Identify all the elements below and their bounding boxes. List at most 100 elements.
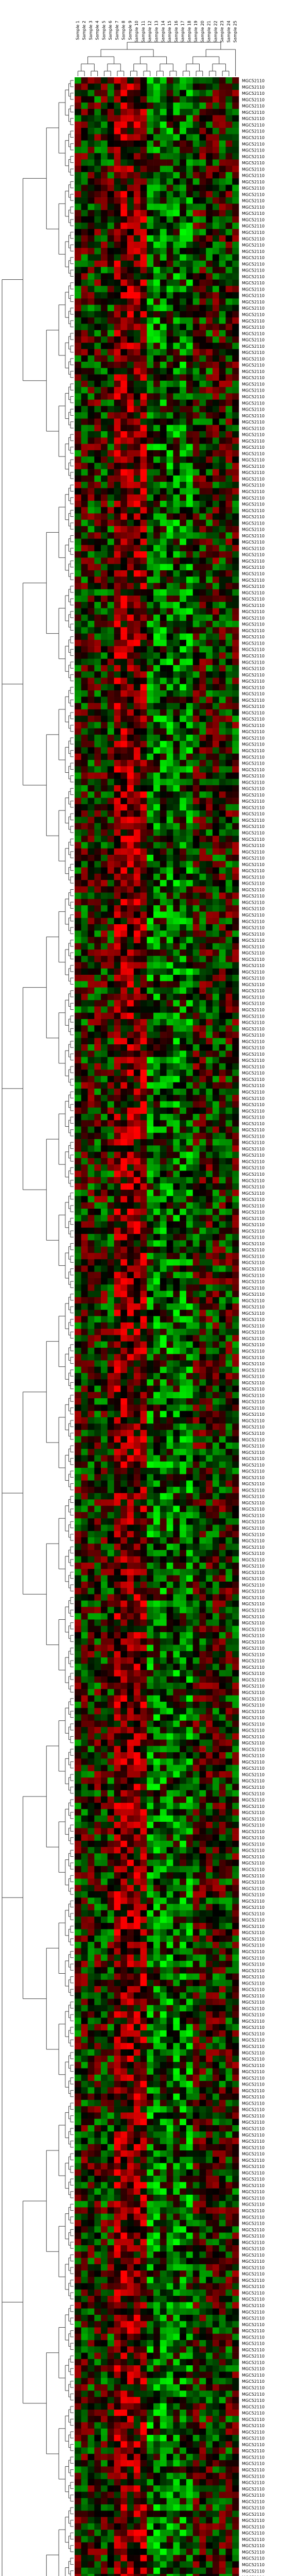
heatmap-cell	[81, 405, 88, 413]
heatmap-cell	[232, 981, 239, 988]
heatmap-cell	[114, 753, 121, 760]
heatmap-cell	[120, 349, 128, 356]
heatmap-cell	[127, 759, 134, 767]
heatmap-cell	[153, 463, 161, 469]
heatmap-cell	[133, 937, 140, 944]
heatmap-cell	[140, 405, 147, 413]
heatmap-cell	[232, 191, 239, 198]
heatmap-cell	[140, 633, 147, 640]
heatmap-cell	[160, 880, 167, 887]
heatmap-cell	[75, 652, 82, 659]
heatmap-cell	[219, 349, 226, 356]
heatmap-cell	[232, 918, 239, 925]
heatmap-cell	[186, 128, 193, 134]
heatmap-cell	[212, 810, 220, 817]
heatmap-cell	[140, 153, 147, 160]
heatmap-cell	[180, 596, 187, 602]
heatmap-cell	[166, 197, 173, 204]
heatmap-cell	[81, 962, 88, 969]
heatmap-cell	[75, 103, 82, 109]
heatmap-cell	[199, 77, 206, 84]
heatmap-cell	[232, 241, 239, 248]
heatmap-cell	[127, 810, 134, 817]
heatmap-cell	[120, 482, 128, 488]
heatmap-cell	[81, 943, 88, 950]
heatmap-cell	[75, 557, 82, 564]
heatmap-cell	[186, 823, 193, 830]
heatmap-cell	[199, 431, 206, 438]
heatmap-cell	[75, 165, 82, 173]
heatmap-cell	[127, 475, 134, 482]
heatmap-cell	[75, 627, 82, 634]
heatmap-cell	[212, 380, 220, 387]
heatmap-cell	[75, 374, 82, 381]
heatmap-cell	[133, 197, 140, 204]
heatmap-cell	[212, 557, 220, 564]
heatmap-cell	[140, 399, 147, 406]
heatmap-cell	[75, 317, 82, 324]
heatmap-cell	[140, 759, 147, 767]
heatmap-cell	[81, 1000, 88, 1007]
heatmap-cell	[107, 589, 114, 596]
heatmap-cell	[173, 950, 180, 956]
heatmap-cell	[192, 254, 200, 261]
heatmap-cell	[94, 197, 101, 204]
heatmap-cell	[87, 551, 95, 558]
heatmap-cell	[199, 975, 206, 981]
heatmap-cell	[206, 399, 213, 406]
heatmap-cell	[225, 159, 233, 166]
heatmap-cell	[140, 128, 147, 134]
heatmap-cell	[133, 545, 140, 552]
heatmap-cell	[160, 349, 167, 356]
heatmap-cell	[186, 817, 193, 823]
heatmap-cell	[153, 412, 161, 419]
heatmap-cell	[232, 431, 239, 438]
heatmap-cell	[87, 658, 95, 666]
heatmap-cell	[153, 216, 161, 223]
heatmap-cell	[147, 791, 154, 798]
heatmap-cell	[166, 817, 173, 823]
heatmap-cell	[166, 355, 173, 362]
heatmap-cell	[192, 273, 200, 280]
heatmap-cell	[225, 690, 233, 697]
heatmap-cell	[107, 538, 114, 546]
heatmap-cell	[206, 431, 213, 438]
heatmap-cell	[219, 235, 226, 242]
heatmap-cell	[87, 728, 95, 735]
heatmap-cell	[153, 425, 161, 432]
heatmap-cell	[94, 975, 101, 981]
heatmap-cell	[75, 153, 82, 160]
heatmap-cell	[212, 153, 220, 160]
heatmap-cell	[180, 697, 187, 703]
heatmap-cell	[147, 317, 154, 324]
heatmap-cell	[101, 924, 108, 931]
heatmap-cell	[206, 703, 213, 710]
heatmap-cell	[199, 564, 206, 571]
heatmap-cell	[140, 469, 147, 476]
heatmap-cell	[199, 1000, 206, 1007]
heatmap-cell	[160, 747, 167, 754]
heatmap-cell	[192, 241, 200, 248]
heatmap-cell	[186, 317, 193, 324]
heatmap-cell	[153, 968, 161, 975]
heatmap-cell	[101, 798, 108, 805]
heatmap-cell	[107, 778, 114, 786]
heatmap-cell	[192, 608, 200, 615]
heatmap-cell	[94, 924, 101, 931]
heatmap-cell	[87, 191, 95, 198]
heatmap-cell	[212, 285, 220, 293]
heatmap-cell	[140, 804, 147, 811]
heatmap-cell	[186, 184, 193, 192]
heatmap-cell	[173, 658, 180, 666]
heatmap-cell	[199, 608, 206, 615]
heatmap-cell	[133, 165, 140, 173]
heatmap-cell	[192, 855, 200, 861]
heatmap-cell	[173, 791, 180, 798]
heatmap-cell	[232, 146, 239, 154]
heatmap-cell	[219, 639, 226, 647]
heatmap-cell	[160, 172, 167, 179]
heatmap-cell	[180, 519, 187, 527]
heatmap-cell	[219, 602, 226, 608]
heatmap-cell	[212, 184, 220, 192]
heatmap-cell	[147, 368, 154, 375]
